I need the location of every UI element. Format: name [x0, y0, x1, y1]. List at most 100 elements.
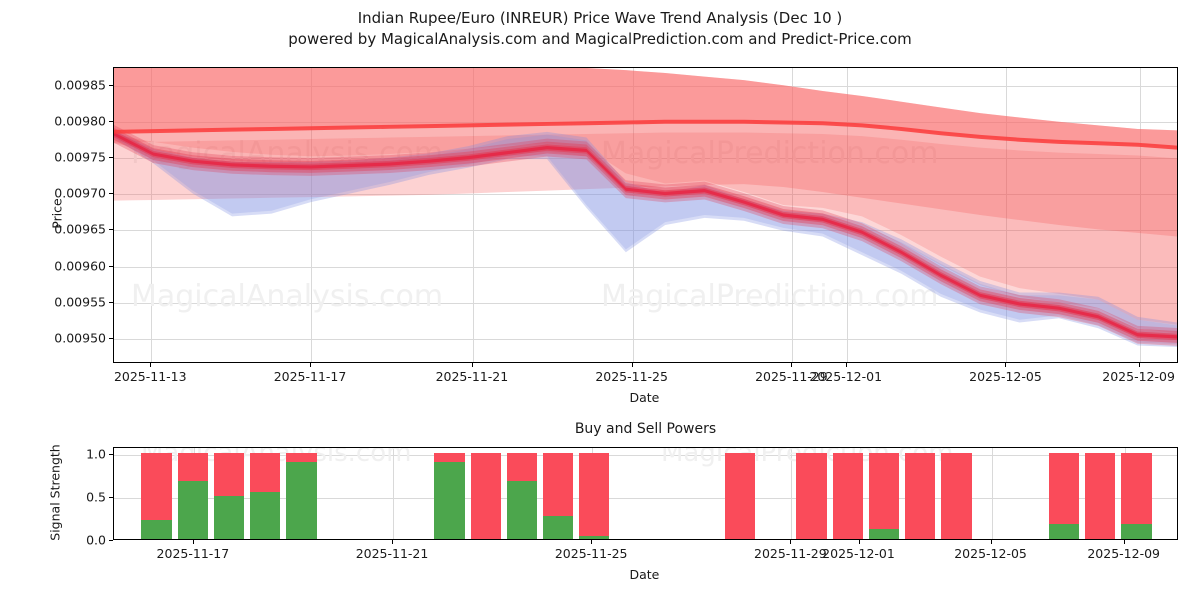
sell-power-segment	[141, 452, 172, 521]
signal-x-tickmark	[990, 540, 992, 544]
signal-x-tickmark	[591, 540, 593, 544]
signal-y-tick: 1.0	[86, 446, 106, 462]
price-gridline-h	[114, 158, 1177, 160]
sell-power-segment	[905, 452, 936, 539]
sell-power-segment	[250, 452, 281, 492]
price-wave-chart: MagicalAnalysis.com MagicalPrediction.com…	[113, 67, 1178, 363]
sell-power-segment	[213, 452, 245, 496]
price-x-tick: 2025-11-29	[755, 369, 828, 384]
signal-y-tick: 0.5	[86, 489, 106, 505]
signal-y-tickmark	[109, 540, 113, 541]
signal-bar	[470, 452, 501, 539]
price-x-tick: 2025-12-09	[1102, 369, 1175, 384]
price-gridline-h	[114, 302, 1177, 304]
price-upper-trend-line	[114, 119, 1177, 150]
signal-y-tick: 0.0	[86, 532, 106, 548]
signal-x-tick: 2025-11-25	[554, 546, 628, 561]
signal-x-tick: 2025-12-01	[822, 546, 895, 561]
price-y-tickmark	[109, 193, 113, 195]
signal-x-axis-label: Date	[629, 567, 660, 582]
sell-power-segment	[542, 452, 574, 516]
sell-power-segment	[725, 452, 756, 539]
price-band-mid	[114, 121, 1177, 334]
price-y-tickmark	[109, 301, 113, 303]
signal-x-tick: 2025-12-09	[1087, 546, 1160, 561]
signal-x-tickmark	[858, 540, 860, 544]
signal-bar	[434, 452, 465, 539]
signal-axis-label: Signal Strength	[47, 443, 63, 541]
signal-gridline-h	[114, 454, 1177, 456]
signal-bar	[796, 452, 827, 539]
signal-bar	[1048, 452, 1080, 539]
price-x-tick: 2025-12-01	[809, 369, 883, 384]
buy-power-segment	[213, 495, 245, 539]
buy-power-segment	[868, 528, 900, 539]
price-x-tickmark	[1138, 363, 1140, 367]
price-gridline-v	[472, 68, 474, 362]
signal-bar	[725, 452, 756, 539]
buy-power-segment	[434, 461, 465, 539]
price-y-tickmark	[109, 85, 113, 87]
buy-power-segment	[579, 535, 610, 539]
price-x-tick: 2025-12-05	[969, 369, 1042, 384]
sell-power-segment	[868, 452, 900, 529]
buy-power-segment	[542, 515, 574, 539]
price-y-tick: 0.00960	[54, 258, 106, 274]
price-gridline-v	[846, 68, 848, 362]
price-x-tickmark	[310, 363, 312, 367]
sell-power-segment	[941, 452, 972, 539]
signal-bar	[1085, 452, 1116, 539]
sell-power-segment	[286, 452, 317, 462]
signal-y-tickmark	[109, 453, 113, 455]
page-subtitle: powered by MagicalAnalysis.com and Magic…	[288, 30, 912, 48]
signal-gridline-h	[114, 497, 1177, 499]
signal-gridline-v	[393, 448, 395, 539]
chart-title-block: Indian Rupee/Euro (INREUR) Price Wave Tr…	[0, 8, 1200, 50]
price-gridline-v	[151, 68, 153, 362]
price-y-tick: 0.00965	[54, 221, 106, 237]
sell-power-segment	[470, 452, 501, 539]
signal-x-tick: 2025-12-05	[954, 546, 1027, 561]
signal-bar	[941, 452, 972, 539]
price-y-tick: 0.00975	[54, 149, 106, 165]
signal-x-tick: 2025-11-17	[156, 546, 230, 561]
signal-bar	[506, 452, 538, 539]
price-y-tickmark	[109, 229, 113, 231]
price-gridline-v	[1139, 68, 1141, 362]
price-x-tickmark	[471, 363, 473, 367]
sell-power-segment	[1121, 452, 1152, 525]
price-wave-bands	[114, 68, 1177, 347]
signal-bar	[177, 452, 208, 539]
signal-x-tickmark	[790, 540, 792, 544]
price-x-tickmark	[150, 363, 152, 367]
buy-power-segment	[1121, 524, 1152, 539]
price-x-tick: 2025-11-17	[273, 369, 347, 384]
price-x-axis-label: Date	[629, 390, 660, 405]
price-y-tick: 0.00985	[54, 77, 106, 93]
sell-power-segment	[796, 452, 827, 539]
price-gridline-v	[632, 68, 634, 362]
price-x-tickmark	[791, 363, 793, 367]
sell-power-segment	[1085, 452, 1116, 539]
signal-x-tickmark	[392, 540, 394, 544]
signal-x-tick: 2025-11-21	[355, 546, 429, 561]
signal-chart-title: Buy and Sell Powers	[574, 421, 717, 437]
price-x-tickmark	[845, 363, 847, 367]
price-gridline-h	[114, 194, 1177, 196]
price-y-tickmark	[109, 265, 113, 267]
price-y-tickmark	[109, 337, 113, 339]
signal-bar	[250, 452, 281, 539]
signal-x-tickmark	[1123, 540, 1125, 544]
signal-x-tick: 2025-11-29	[754, 546, 827, 561]
price-band-upper-solid	[114, 68, 1177, 148]
price-x-tick: 2025-11-21	[435, 369, 509, 384]
price-y-tick: 0.00950	[54, 330, 106, 346]
price-x-tick: 2025-11-25	[595, 369, 668, 384]
price-gridline-v	[311, 68, 313, 362]
signal-bar	[832, 452, 863, 539]
signal-x-tickmark	[192, 540, 194, 544]
buy-power-segment	[141, 520, 172, 539]
sell-power-segment	[177, 452, 208, 482]
